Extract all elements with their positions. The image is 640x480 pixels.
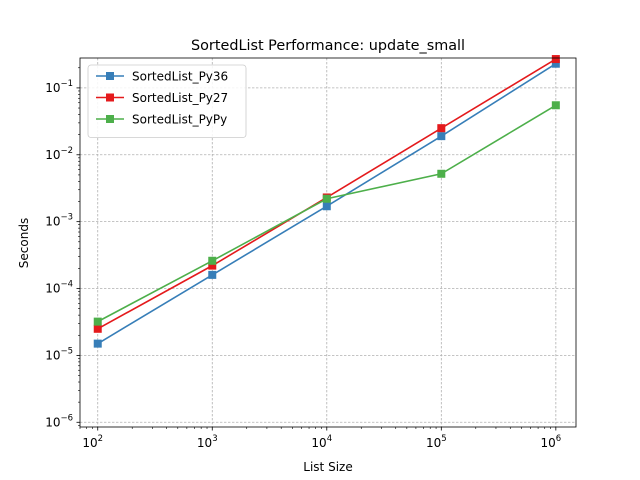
x-tick-label: 106 <box>540 434 561 450</box>
y-tick-label: 10−2 <box>45 146 73 162</box>
legend-item: SortedList_PyPy <box>96 113 227 127</box>
data-point <box>208 261 217 270</box>
data-point <box>551 55 560 64</box>
series-SortedList_PyPy <box>93 101 560 326</box>
legend-item: SortedList_Py36 <box>96 70 228 84</box>
legend-label: SortedList_PyPy <box>132 113 227 127</box>
y-tick-label: 10−5 <box>45 346 73 362</box>
legend-box <box>87 64 247 138</box>
legend: SortedList_Py36 SortedList_Py27 SortedList… <box>87 64 247 138</box>
data-point <box>322 194 331 203</box>
tick-layer: 102 103 104 105 106 10−6 10−5 10−4 10−3 10−2 10−1 <box>45 67 561 450</box>
data-point <box>437 169 446 178</box>
y-tick-label: 10−3 <box>45 213 73 229</box>
x-tick-label: 102 <box>82 434 103 450</box>
series-layer <box>93 55 560 348</box>
x-axis-label: List Size <box>303 460 352 474</box>
data-point <box>551 59 560 68</box>
plot-frame <box>79 57 577 428</box>
y-tick-label: 10−1 <box>45 79 73 95</box>
legend-swatch-marker <box>106 93 114 102</box>
y-axis-label: Seconds <box>17 218 31 268</box>
legend-swatch-marker <box>106 115 114 123</box>
data-point <box>437 124 446 133</box>
series-SortedList_Py36 <box>93 59 560 348</box>
data-point <box>437 132 446 141</box>
x-tick-label: 104 <box>311 434 332 450</box>
legend-label: SortedList_Py27 <box>132 91 228 105</box>
legend-label: SortedList_Py36 <box>132 70 228 84</box>
data-point <box>208 270 217 279</box>
x-tick-label: 103 <box>197 434 218 450</box>
data-point <box>322 202 331 211</box>
legend-item: SortedList_Py27 <box>96 91 228 105</box>
legend-swatch-marker <box>106 72 114 80</box>
data-point <box>551 101 560 110</box>
y-tick-label: 10−4 <box>45 280 73 296</box>
x-tick-label: 105 <box>426 434 447 450</box>
y-tick-label: 10−6 <box>45 413 73 429</box>
data-point <box>93 317 102 326</box>
data-point <box>93 339 102 348</box>
data-point <box>208 256 217 265</box>
chart-title: SortedList Performance: update_small <box>191 38 465 54</box>
data-point <box>93 324 102 333</box>
